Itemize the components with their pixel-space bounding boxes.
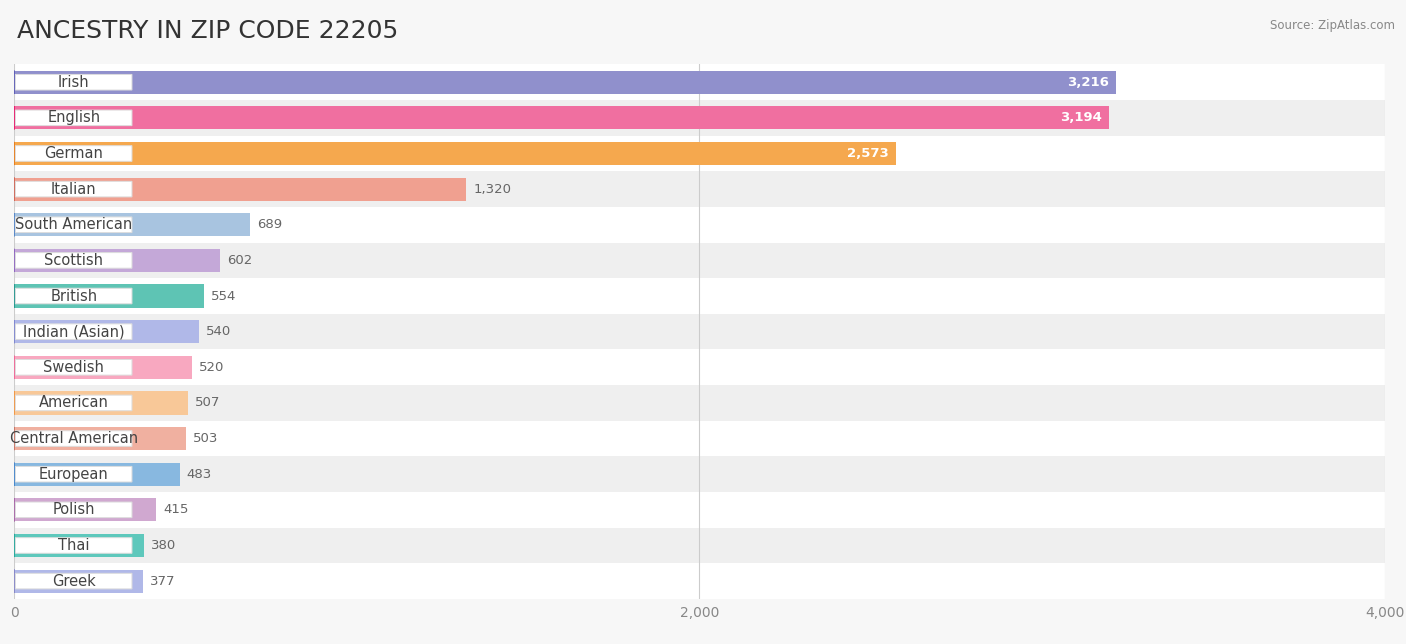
Text: Source: ZipAtlas.com: Source: ZipAtlas.com: [1270, 19, 1395, 32]
Text: European: European: [39, 467, 108, 482]
FancyBboxPatch shape: [15, 75, 132, 90]
Text: 3,216: 3,216: [1067, 76, 1109, 89]
Text: Swedish: Swedish: [44, 360, 104, 375]
FancyBboxPatch shape: [15, 146, 132, 161]
FancyBboxPatch shape: [15, 431, 132, 446]
Text: 415: 415: [163, 504, 188, 516]
Bar: [14, 527, 1385, 564]
Text: Polish: Polish: [52, 502, 96, 517]
Text: Thai: Thai: [58, 538, 90, 553]
FancyBboxPatch shape: [15, 252, 132, 268]
Bar: [14, 350, 1385, 385]
Bar: [14, 136, 1385, 171]
FancyBboxPatch shape: [15, 217, 132, 232]
FancyBboxPatch shape: [15, 573, 132, 589]
Bar: [14, 106, 1109, 129]
Bar: [14, 355, 193, 379]
Text: 520: 520: [200, 361, 225, 374]
Text: 689: 689: [257, 218, 283, 231]
Text: ANCESTRY IN ZIP CODE 22205: ANCESTRY IN ZIP CODE 22205: [17, 19, 398, 43]
Bar: [14, 207, 1385, 243]
Bar: [14, 385, 1385, 421]
Text: 602: 602: [228, 254, 253, 267]
Text: British: British: [51, 289, 97, 303]
Text: 1,320: 1,320: [474, 183, 512, 196]
Bar: [14, 249, 221, 272]
Text: 483: 483: [187, 468, 212, 480]
Bar: [14, 314, 1385, 350]
Text: Irish: Irish: [58, 75, 90, 90]
Text: 503: 503: [193, 432, 219, 445]
Bar: [14, 534, 145, 557]
Text: 380: 380: [152, 539, 176, 552]
Text: 540: 540: [207, 325, 231, 338]
Bar: [14, 285, 204, 308]
Bar: [14, 64, 1385, 100]
Bar: [14, 564, 1385, 599]
Text: Indian (Asian): Indian (Asian): [22, 324, 125, 339]
Bar: [14, 178, 467, 201]
Bar: [14, 142, 896, 165]
FancyBboxPatch shape: [15, 324, 132, 339]
Text: 377: 377: [150, 574, 176, 587]
Bar: [14, 320, 200, 343]
Bar: [14, 427, 187, 450]
Bar: [14, 392, 188, 415]
Bar: [14, 278, 1385, 314]
Bar: [14, 569, 143, 592]
FancyBboxPatch shape: [15, 182, 132, 197]
FancyBboxPatch shape: [15, 538, 132, 553]
Text: 2,573: 2,573: [848, 147, 889, 160]
FancyBboxPatch shape: [15, 359, 132, 375]
FancyBboxPatch shape: [15, 466, 132, 482]
Text: German: German: [44, 146, 103, 161]
Text: English: English: [48, 110, 100, 126]
Bar: [14, 492, 1385, 527]
Bar: [14, 213, 250, 236]
FancyBboxPatch shape: [15, 395, 132, 411]
Text: Italian: Italian: [51, 182, 97, 196]
FancyBboxPatch shape: [15, 502, 132, 518]
Bar: [14, 100, 1385, 136]
Text: American: American: [39, 395, 108, 410]
Text: Scottish: Scottish: [44, 253, 103, 268]
Bar: [14, 243, 1385, 278]
Text: Greek: Greek: [52, 574, 96, 589]
FancyBboxPatch shape: [15, 110, 132, 126]
Bar: [14, 462, 180, 486]
Text: 3,194: 3,194: [1060, 111, 1102, 124]
Bar: [14, 498, 156, 522]
Text: Central American: Central American: [10, 431, 138, 446]
Bar: [14, 421, 1385, 457]
Bar: [14, 171, 1385, 207]
FancyBboxPatch shape: [15, 289, 132, 304]
Bar: [14, 71, 1116, 94]
Text: 507: 507: [194, 397, 221, 410]
Text: South American: South American: [15, 217, 132, 232]
Bar: [14, 457, 1385, 492]
Text: 554: 554: [211, 290, 236, 303]
